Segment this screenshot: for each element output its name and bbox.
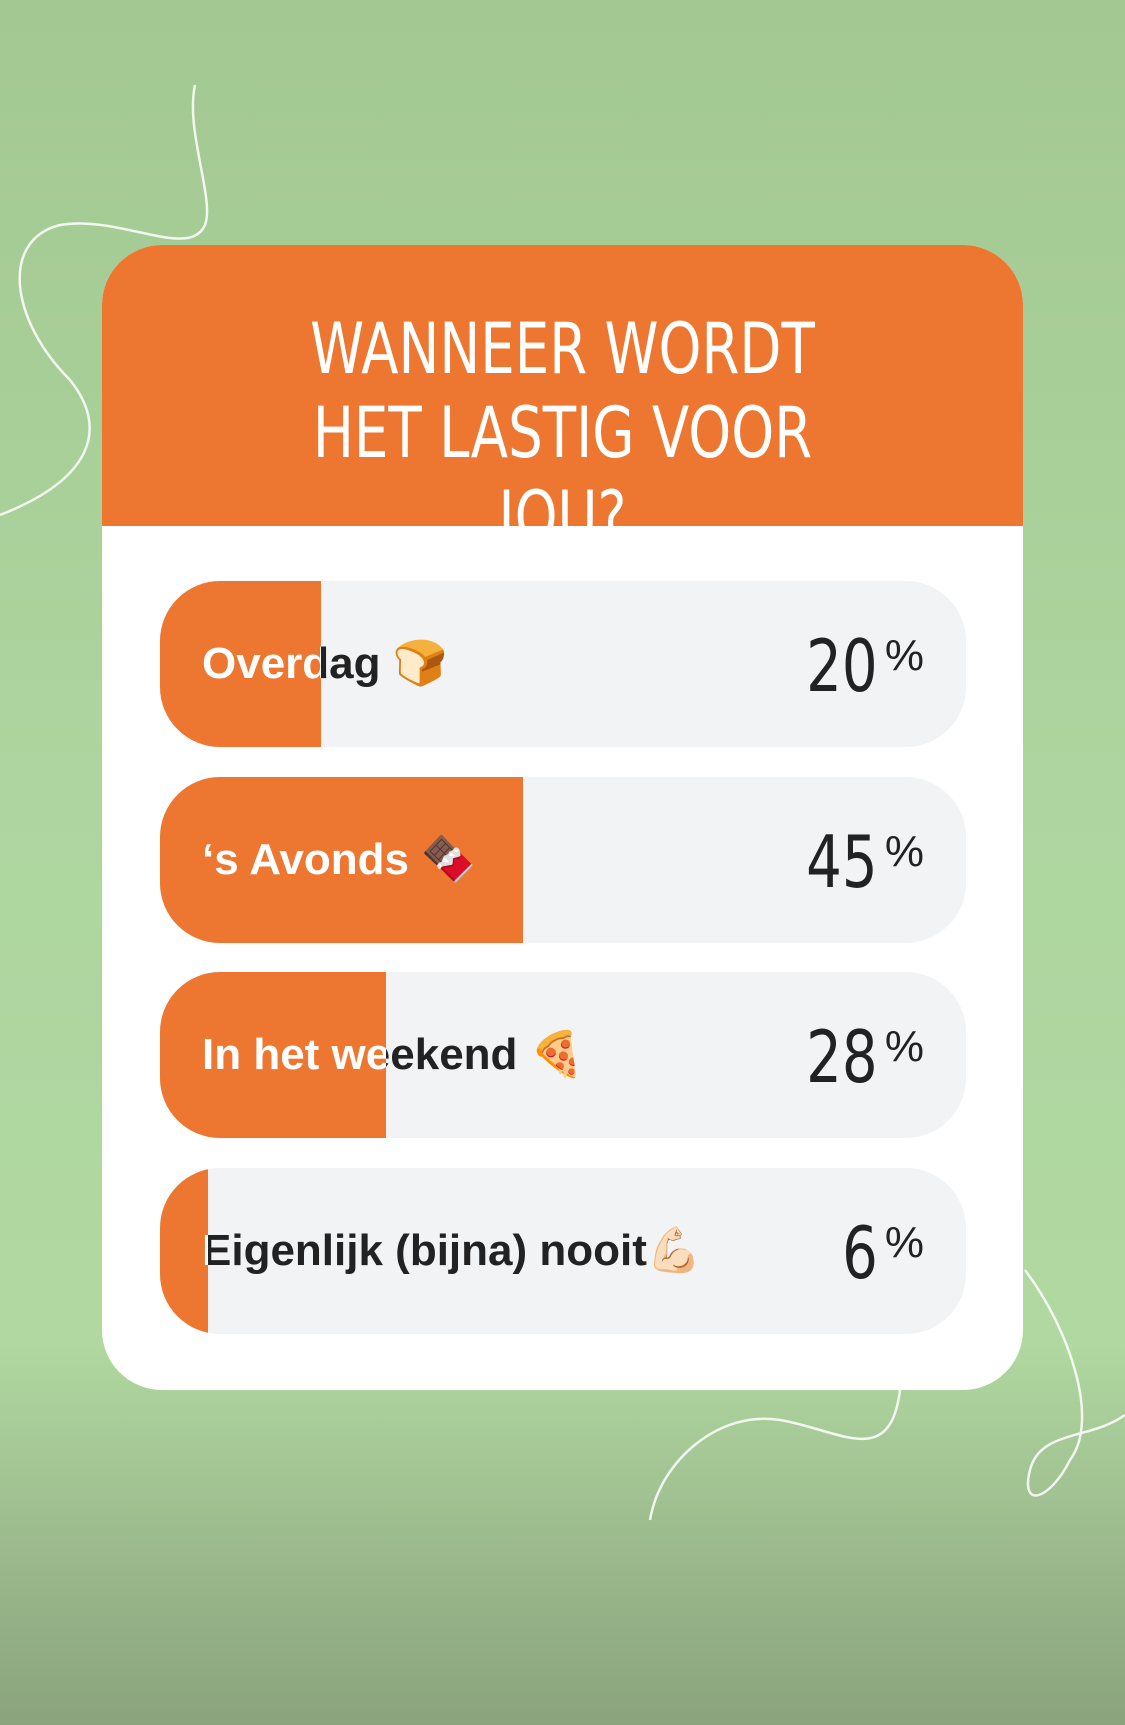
curve <box>648 1389 902 1521</box>
poll-option[interactable]: Eigenlijk (bijna) nooit💪🏻Eigenlijk (bijn… <box>160 1168 966 1335</box>
result-bar: ‘s Avonds 🍫 <box>160 776 523 943</box>
option-label: ‘s Avonds 🍫 <box>202 834 477 884</box>
result-value: 45 <box>806 819 878 904</box>
option-label: Eigenlijk (bijna) nooit💪🏻 <box>202 1226 702 1276</box>
option-label: Eigenlijk (bijna) nooit💪🏻 <box>202 1168 208 1334</box>
poll-option[interactable]: ‘s Avonds 🍫‘s Avonds 🍫45% <box>160 776 966 943</box>
result-bar: Overdag 🍞 <box>160 581 322 747</box>
poll-card: WANNEER WORDT HET LASTIG VOOR JOU? Overd… <box>102 245 1023 1390</box>
result-bar: In het weekend 🍕 <box>160 972 386 1139</box>
poll-question: WANNEER WORDT HET LASTIG VOOR JOU? <box>310 308 815 558</box>
result-unit: % <box>884 1022 924 1072</box>
result-bar: Eigenlijk (bijna) nooit💪🏻 <box>160 1168 209 1335</box>
poll-header: WANNEER WORDT HET LASTIG VOOR JOU? <box>102 245 1023 558</box>
option-label: In het weekend 🍕 <box>202 1030 386 1080</box>
result-value: 28 <box>806 1015 878 1100</box>
result-unit: % <box>884 631 924 680</box>
poll-option[interactable]: In het weekend 🍕In het weekend 🍕28% <box>160 972 966 1139</box>
curve <box>0 84 209 517</box>
result-value: 20 <box>806 624 878 708</box>
poll-option[interactable]: Overdag 🍞Overdag 🍞20% <box>160 581 966 747</box>
curve <box>1023 1269 1125 1497</box>
result-value: 6 <box>842 1211 878 1296</box>
option-label: Overdag 🍞 <box>202 639 322 688</box>
result-unit: % <box>884 826 924 876</box>
result-unit: % <box>884 1218 924 1268</box>
